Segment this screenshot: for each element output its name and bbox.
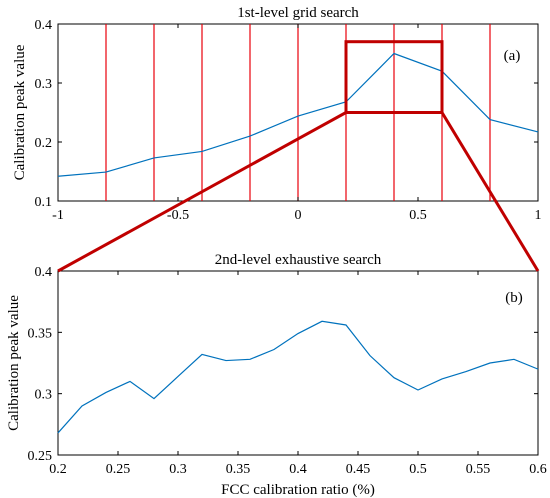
panel-a-title: 1st-level grid search [237,5,359,21]
panel-b-x-tick-label: 0.5 [409,462,427,477]
panel-b-y-ticks: 0.25 0.3 0.35 0.4 [28,265,539,464]
panel-a-label: (a) [504,48,521,64]
panel-b-x-tick-label: 0.45 [346,462,371,477]
panel-a-x-ticks: -1 -0.5 0 0.5 1 [52,24,541,223]
panel-a-y-tick-label: 0.2 [35,136,53,151]
panel-b-plot-frame [58,271,538,455]
panel-a-y-tick-label: 0.1 [35,195,53,210]
panel-a-y-tick-label: 0.4 [35,18,53,33]
panel-b-x-tick-label: 0.2 [49,462,67,477]
panel-b-x-tick-label: 0.4 [289,462,307,477]
panel-a-y-ticks: 0.1 0.2 0.3 0.4 [35,18,539,210]
panel-b-x-tick-label: 0.25 [106,462,131,477]
panel-b-exhaustive-search: 2nd-level exhaustive search 0.2 0.25 0.3 0.… [6,252,547,498]
panel-b-x-tick-label: 0.55 [466,462,491,477]
panel-a-y-tick-label: 0.3 [35,77,53,92]
panel-a-grid-search: 1st-level grid search -1 -0.5 0 0.5 1 0.10.2… [12,5,542,223]
panel-b-title: 2nd-level exhaustive search [215,252,382,268]
panel-b-x-ticks: 0.2 0.25 0.3 0.35 0.4 0.45 0.5 0.55 0.6 [49,271,547,477]
panel-b-x-tick-label: 0.35 [226,462,251,477]
panel-a-x-tick-label: 0.5 [409,208,427,223]
panel-b-y-tick-label: 0.3 [35,388,53,403]
panel-b-y-tick-label: 0.4 [35,265,53,280]
panel-b-x-axis-label: FCC calibration ratio (%) [221,482,375,498]
panel-b-label: (b) [505,290,523,306]
panel-b-x-tick-label: 0.6 [529,462,547,477]
panel-a-x-tick-label: 1 [535,208,542,223]
panel-b-series-line [58,321,538,433]
panel-a-x-tick-label: 0 [295,208,302,223]
panel-b-y-axis-label: Calibration peak value [6,295,22,431]
panel-b-y-tick-label: 0.35 [28,326,53,341]
panel-a-x-tick-label: -1 [52,208,64,223]
panel-b-y-tick-label: 0.25 [28,449,53,464]
panel-a-y-axis-label: Calibration peak value [12,44,28,180]
panel-b-x-tick-label: 0.3 [169,462,187,477]
